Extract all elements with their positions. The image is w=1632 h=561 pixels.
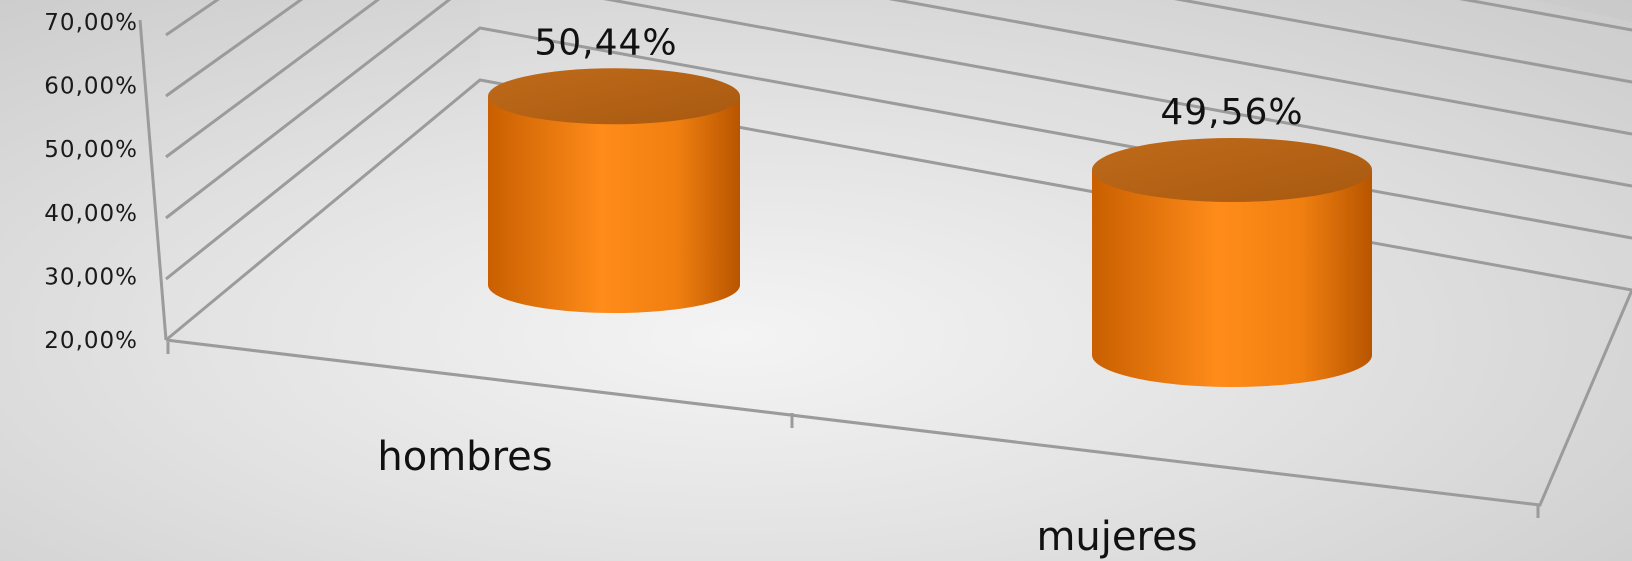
x-tick-label: hombres	[377, 434, 552, 480]
floor-edge	[165, 289, 1632, 507]
y-tick-label: 70,00%	[44, 10, 138, 36]
x-axis-category-labels: hombres mujeres	[377, 434, 1197, 560]
bar-top	[1092, 137, 1372, 202]
y-tick-label: 60,00%	[44, 74, 138, 100]
y-tick-label: 50,00%	[44, 137, 138, 163]
y-tick-label: 40,00%	[44, 201, 138, 227]
bar-top	[488, 68, 740, 125]
y-axis-tick-labels: 20,00% 30,00% 40,00% 50,00% 60,00% 70,00%	[44, 10, 138, 354]
bars	[488, 68, 1372, 387]
gridline	[165, 0, 1632, 98]
data-labels: 50,44% 49,56%	[534, 22, 1303, 133]
data-label: 49,56%	[1160, 92, 1303, 133]
y-tick-label: 30,00%	[44, 264, 138, 290]
bar-hombres	[488, 68, 740, 313]
axes	[138, 19, 1632, 518]
y-tick-label: 20,00%	[44, 328, 138, 354]
data-label: 50,44%	[534, 22, 677, 63]
bar-body	[1092, 169, 1372, 387]
y-axis-line	[138, 19, 168, 341]
gridline	[165, 0, 1632, 220]
gridline	[165, 0, 1632, 159]
x-tick-label: mujeres	[1036, 514, 1197, 560]
bar-mujeres	[1092, 137, 1372, 387]
bar-body	[488, 96, 740, 313]
